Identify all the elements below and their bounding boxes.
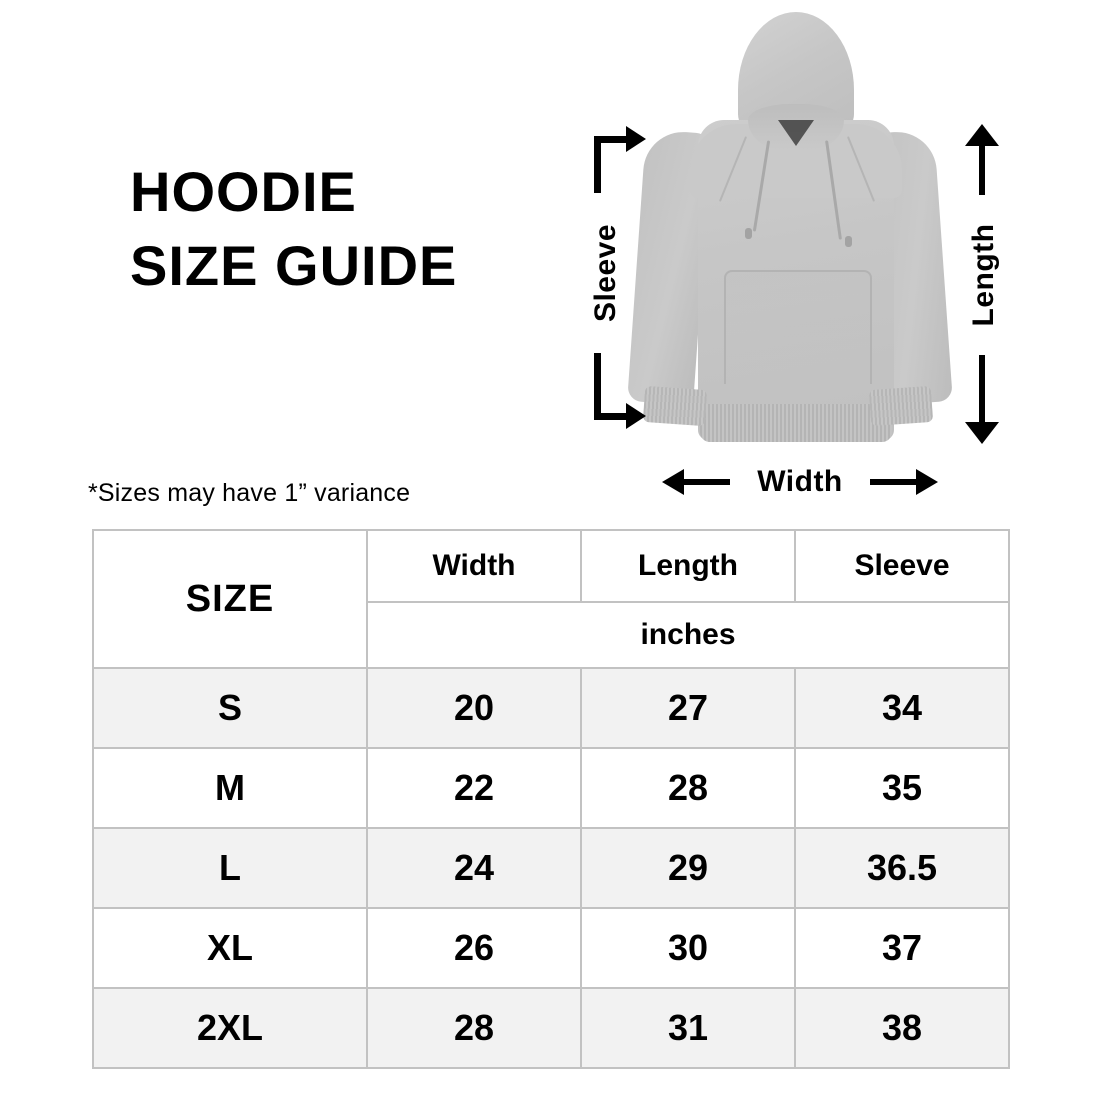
header-width: Width <box>366 529 582 603</box>
cell-width: 28 <box>366 987 582 1069</box>
cell-width: 22 <box>366 747 582 829</box>
page-title: HOODIE SIZE GUIDE <box>130 155 560 303</box>
cell-width: 26 <box>366 907 582 989</box>
table-row: S 20 27 34 <box>92 667 1010 749</box>
cell-width: 24 <box>366 827 582 909</box>
cell-size: XL <box>92 907 368 989</box>
hoodie-kangaroo-pocket <box>724 270 872 384</box>
hoodie-illustration: Sleeve Length Width <box>560 0 1060 515</box>
cell-size: S <box>92 667 368 749</box>
cell-size: L <box>92 827 368 909</box>
hoodie-graphic <box>620 12 960 460</box>
title-line-2: SIZE GUIDE <box>130 233 458 297</box>
hoodie-right-cuff <box>868 385 934 427</box>
table-header-row-primary: SIZE Width Length Sleeve <box>92 529 1010 669</box>
cell-length: 27 <box>580 667 796 749</box>
table-header-row-units: inches <box>93 601 1010 669</box>
sleeve-arrow-top-tick <box>594 136 630 143</box>
sleeve-measurement-arrow: Sleeve <box>578 126 658 429</box>
length-arrow-up-head-icon <box>965 124 999 146</box>
cell-sleeve: 36.5 <box>794 827 1010 909</box>
cell-size: 2XL <box>92 987 368 1069</box>
title-line-1: HOODIE <box>130 160 357 223</box>
header-length: Length <box>580 529 796 603</box>
cell-length: 30 <box>580 907 796 989</box>
hoodie-waistband <box>700 404 892 442</box>
width-arrow-left-line <box>682 479 730 485</box>
cell-sleeve: 37 <box>794 907 1010 989</box>
cell-width: 20 <box>366 667 582 749</box>
sleeve-arrow-top-head-icon <box>626 126 646 152</box>
cell-length: 31 <box>580 987 796 1069</box>
sleeve-arrow-bottom-tick <box>594 413 630 420</box>
width-arrow-right-head-icon <box>916 469 938 495</box>
length-measurement-arrow: Length <box>960 124 1012 444</box>
width-arrow-left-head-icon <box>662 469 684 495</box>
width-measurement-arrow: Width <box>660 460 940 504</box>
sleeve-arrow-bottom-head-icon <box>626 403 646 429</box>
cell-length: 28 <box>580 747 796 829</box>
size-chart-table: SIZE Width Length Sleeve inches S 20 27 … <box>92 529 1010 1069</box>
cell-size: M <box>92 747 368 829</box>
hoodie-right-aglet <box>845 236 852 247</box>
header-sleeve: Sleeve <box>794 529 1010 603</box>
header-size: SIZE <box>92 529 368 669</box>
cell-sleeve: 34 <box>794 667 1010 749</box>
header-units: inches <box>366 601 1010 669</box>
table-row: 2XL 28 31 38 <box>92 987 1010 1069</box>
width-measurement-label: Width <box>747 465 853 499</box>
cell-length: 29 <box>580 827 796 909</box>
hoodie-left-aglet <box>745 228 752 239</box>
variance-disclaimer: *Sizes may have 1” variance <box>88 479 411 507</box>
length-arrow-down-head-icon <box>965 422 999 444</box>
cell-sleeve: 38 <box>794 987 1010 1069</box>
table-row: M 22 28 35 <box>92 747 1010 829</box>
sleeve-measurement-label: Sleeve <box>583 193 629 353</box>
width-arrow-right-line <box>870 479 918 485</box>
cell-sleeve: 35 <box>794 747 1010 829</box>
table-row: L 24 29 36.5 <box>92 827 1010 909</box>
length-measurement-label: Length <box>961 195 1007 355</box>
table-row: XL 26 30 37 <box>92 907 1010 989</box>
